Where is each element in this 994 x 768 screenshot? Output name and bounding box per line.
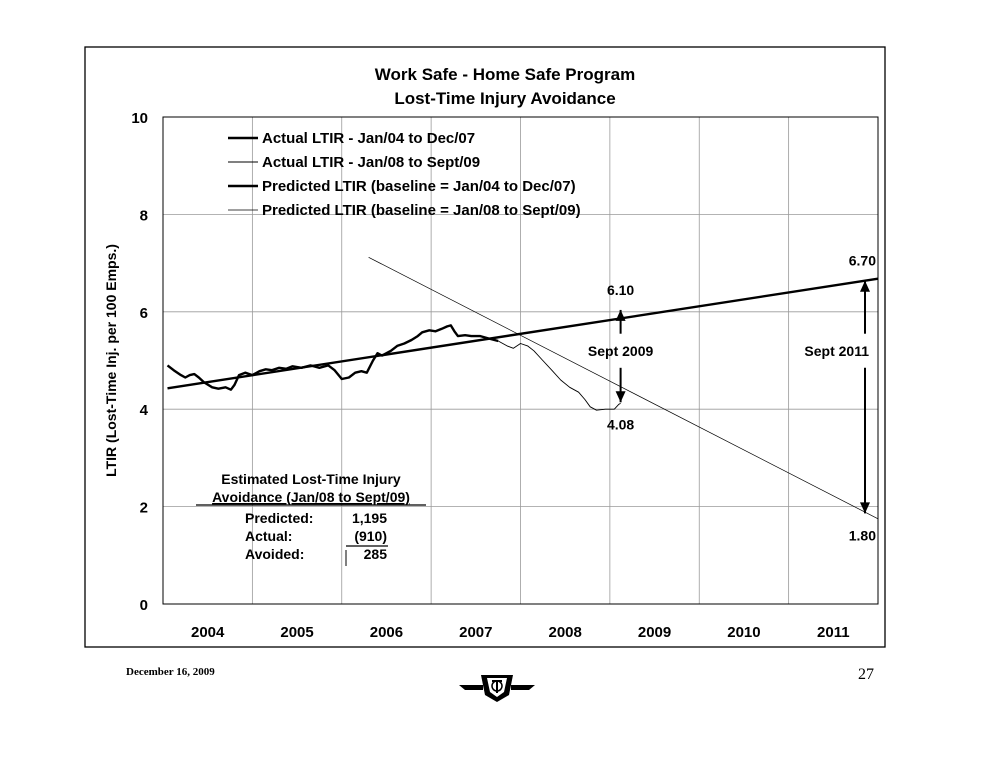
series-line-1: [166, 324, 499, 391]
summary-row-label: Predicted:: [245, 510, 313, 526]
avoidance-summary: Estimated Lost-Time Injury Avoidance (Jan…: [196, 471, 426, 566]
footer-date: December 16, 2009: [126, 666, 215, 678]
summary-heading-1: Estimated Lost-Time Injury: [221, 471, 401, 487]
y-axis-label: LTIR (Lost-Time Inj. per 100 Emps.): [103, 244, 119, 477]
legend-label: Actual LTIR - Jan/08 to Sept/09: [262, 154, 480, 171]
legend-label: Predicted LTIR (baseline = Jan/08 to Sep…: [262, 202, 581, 219]
series-line-2: [497, 340, 621, 411]
summary-row-label: Actual:: [245, 528, 292, 544]
arrow-sept-2009-up-head: [615, 309, 626, 321]
legend-label: Predicted LTIR (baseline = Jan/04 to Dec…: [262, 178, 576, 195]
page-number: 27: [858, 666, 874, 683]
x-tick-label: 2008: [549, 624, 582, 641]
summary-row-value: 1,195: [352, 510, 387, 526]
label-sept-2009: Sept 2009: [588, 343, 654, 359]
legend: Actual LTIR - Jan/04 to Dec/07 Actual LTI…: [228, 130, 581, 219]
chart-frame: [84, 46, 886, 648]
y-tick-label: 4: [140, 402, 149, 419]
label-sept-2011: Sept 2011: [804, 343, 869, 359]
x-tick-label: 2010: [727, 624, 760, 641]
value-label-6-70: 6.70: [849, 253, 876, 269]
y-tick-label: 6: [140, 305, 148, 322]
x-tick-label: 2011: [817, 624, 850, 641]
y-tick-label: 8: [140, 207, 148, 224]
summary-row-label: Avoided:: [245, 546, 304, 562]
y-tick-label: 0: [140, 597, 148, 614]
summary-row-value: (910): [354, 528, 387, 544]
chart-title-line-1: Work Safe - Home Safe Program: [375, 65, 635, 84]
arrow-sept-2011-up-head: [860, 280, 870, 292]
annotations: 6.10 4.08 6.70 1.80 Sept 2009 Sept 2011: [588, 253, 876, 544]
chart-title-line-2: Lost-Time Injury Avoidance: [394, 89, 615, 108]
series-line-4: [368, 256, 879, 520]
plot-area: [162, 116, 879, 605]
legend-label: Actual LTIR - Jan/04 to Dec/07: [262, 130, 475, 147]
value-label-1-80: 1.80: [849, 527, 876, 543]
x-tick-label: 2005: [280, 624, 313, 641]
x-tick-label: 2006: [370, 624, 403, 641]
axes: 0 2 4 6 8 10 2004 2005 2006 2007 2008 2009 2010 2011: [131, 110, 849, 641]
value-label-4-08: 4.08: [607, 416, 634, 432]
value-label-6-10: 6.10: [607, 282, 634, 298]
summary-heading-2: Avoidance (Jan/08 to Sept/09): [212, 489, 410, 505]
arrow-sept-2011-down-head: [860, 502, 870, 514]
x-tick-label: 2009: [638, 624, 671, 641]
arrow-sept-2009-down-head: [615, 391, 626, 403]
x-tick-label: 2004: [191, 624, 225, 641]
chart-title: Work Safe - Home Safe Program Lost-Time …: [375, 65, 635, 108]
ttc-logo-icon: [459, 675, 535, 702]
series-layer: [166, 256, 879, 520]
y-tick-label: 2: [140, 500, 148, 517]
y-tick-label: 10: [131, 110, 148, 127]
x-tick-label: 2007: [459, 624, 492, 641]
series-line-3: [167, 277, 879, 390]
summary-row-value: 285: [364, 546, 388, 562]
